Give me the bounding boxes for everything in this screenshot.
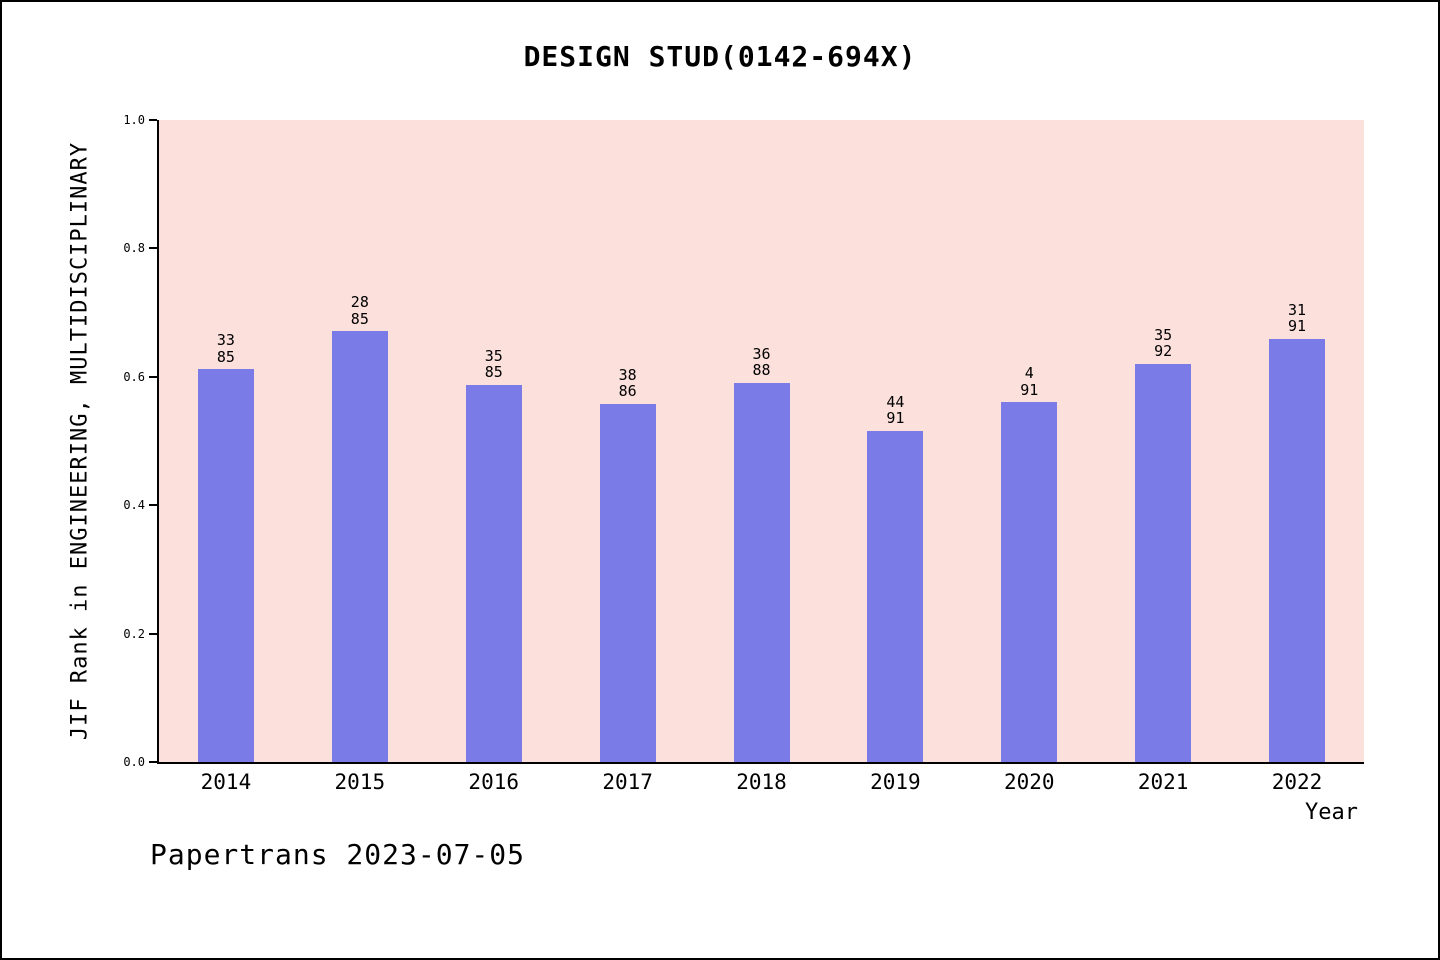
bar-total-value: 85 xyxy=(216,347,235,366)
bar-rank-value: 35 xyxy=(1154,325,1173,344)
y-tick-mark xyxy=(149,375,157,378)
bar-total-value: 91 xyxy=(886,409,905,428)
bar-rank-value: 35 xyxy=(484,346,503,365)
bar-value-label: 44 91 xyxy=(886,394,904,427)
x-tick-label-2021: 2021 xyxy=(1137,770,1189,794)
watermark-text: Papertrans 2023-07-05 xyxy=(150,838,526,871)
y-tick-label: 0.2 xyxy=(123,626,145,641)
y-tick-mark xyxy=(149,119,157,121)
bar-2022 xyxy=(1269,338,1326,762)
bar-2016 xyxy=(465,384,522,762)
bar-value-label: 28 85 xyxy=(351,294,369,327)
bar-value-label: 4 91 xyxy=(1020,365,1038,398)
bar-total-value: 91 xyxy=(1020,380,1039,399)
plot-area: 1.0 0.8 0.6 0.4 0.2 0.0 33 85 2014 28 85 2015 35 85 20… xyxy=(123,113,1364,794)
y-axis-label: JIF Rank in ENGINEERING, MULTIDISCIPLINA… xyxy=(67,141,93,741)
x-tick-label-2020: 2020 xyxy=(1003,770,1055,794)
x-tick-label-2018: 2018 xyxy=(736,770,787,794)
x-tick-label-2017: 2017 xyxy=(602,770,653,794)
bar-2021 xyxy=(1135,363,1192,762)
bar-total-value: 88 xyxy=(752,361,771,380)
y-tick-label: 0.8 xyxy=(123,241,145,256)
y-tick-mark xyxy=(149,632,157,635)
bar-rank-value: 28 xyxy=(350,293,369,312)
bar-rank-value: 4 xyxy=(1024,364,1034,383)
bar-rank-value: 31 xyxy=(1288,300,1307,319)
bar-total-value: 91 xyxy=(1288,317,1307,336)
bar-value-label: 33 85 xyxy=(217,332,235,365)
y-tick-label: 0.0 xyxy=(123,755,145,769)
y-tick-label: 0.4 xyxy=(123,498,145,513)
bar-2020 xyxy=(1001,402,1058,762)
bar-value-label: 31 91 xyxy=(1288,302,1306,335)
bar-2014 xyxy=(197,369,254,762)
x-tick-label-2014: 2014 xyxy=(200,770,252,794)
x-tick-label-2015: 2015 xyxy=(334,770,386,794)
y-tick-label: 1.0 xyxy=(123,113,145,127)
bar-total-value: 86 xyxy=(618,382,637,401)
bar-rank-value: 33 xyxy=(216,331,235,350)
bar-rank-value: 38 xyxy=(618,365,637,384)
bar-value-label: 35 85 xyxy=(485,348,503,381)
x-tick-label-2016: 2016 xyxy=(468,770,520,794)
y-tick-mark xyxy=(149,761,157,763)
bar-value-label: 36 88 xyxy=(752,346,770,379)
chart-title: DESIGN STUD(0142-694X) xyxy=(523,40,917,73)
x-tick-label-2022: 2022 xyxy=(1271,770,1323,794)
y-tick-mark xyxy=(149,247,157,250)
bar-value-label: 38 86 xyxy=(619,367,637,400)
x-tick-label-2019: 2019 xyxy=(870,770,921,794)
bar-2019 xyxy=(867,430,924,762)
bar-rank-value: 44 xyxy=(886,392,905,411)
y-tick-mark xyxy=(149,504,157,507)
bar-total-value: 92 xyxy=(1154,342,1173,361)
bar-total-value: 85 xyxy=(484,363,503,382)
x-axis-label: Year xyxy=(1305,800,1358,825)
bar-total-value: 85 xyxy=(350,309,369,328)
bar-2018 xyxy=(733,382,790,762)
bar-2015 xyxy=(331,331,388,762)
bar-value-label: 35 92 xyxy=(1154,327,1172,360)
bar-2017 xyxy=(599,403,656,762)
bar-rank-value: 36 xyxy=(752,344,771,363)
y-tick-label: 0.6 xyxy=(123,369,145,384)
